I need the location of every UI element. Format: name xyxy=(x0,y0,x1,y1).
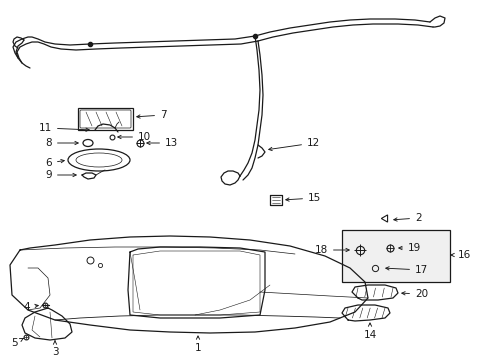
Text: 13: 13 xyxy=(146,138,178,148)
Text: 9: 9 xyxy=(45,170,76,180)
Text: 2: 2 xyxy=(393,213,421,223)
Text: 5: 5 xyxy=(11,338,23,348)
Text: 6: 6 xyxy=(45,158,64,168)
Text: 15: 15 xyxy=(285,193,321,203)
Text: 11: 11 xyxy=(39,123,89,133)
Text: 17: 17 xyxy=(385,265,427,275)
Text: 7: 7 xyxy=(137,110,166,120)
Text: 18: 18 xyxy=(314,245,348,255)
Text: 4: 4 xyxy=(23,302,38,312)
Text: 12: 12 xyxy=(268,138,320,150)
Text: 10: 10 xyxy=(118,132,151,142)
Text: 8: 8 xyxy=(45,138,78,148)
Text: 19: 19 xyxy=(398,243,420,253)
Text: 3: 3 xyxy=(52,341,58,357)
Text: 16: 16 xyxy=(450,250,470,260)
Text: 14: 14 xyxy=(363,323,376,340)
Text: 20: 20 xyxy=(401,289,427,299)
Bar xyxy=(341,230,449,282)
Bar xyxy=(78,108,133,130)
Text: 1: 1 xyxy=(194,336,201,353)
